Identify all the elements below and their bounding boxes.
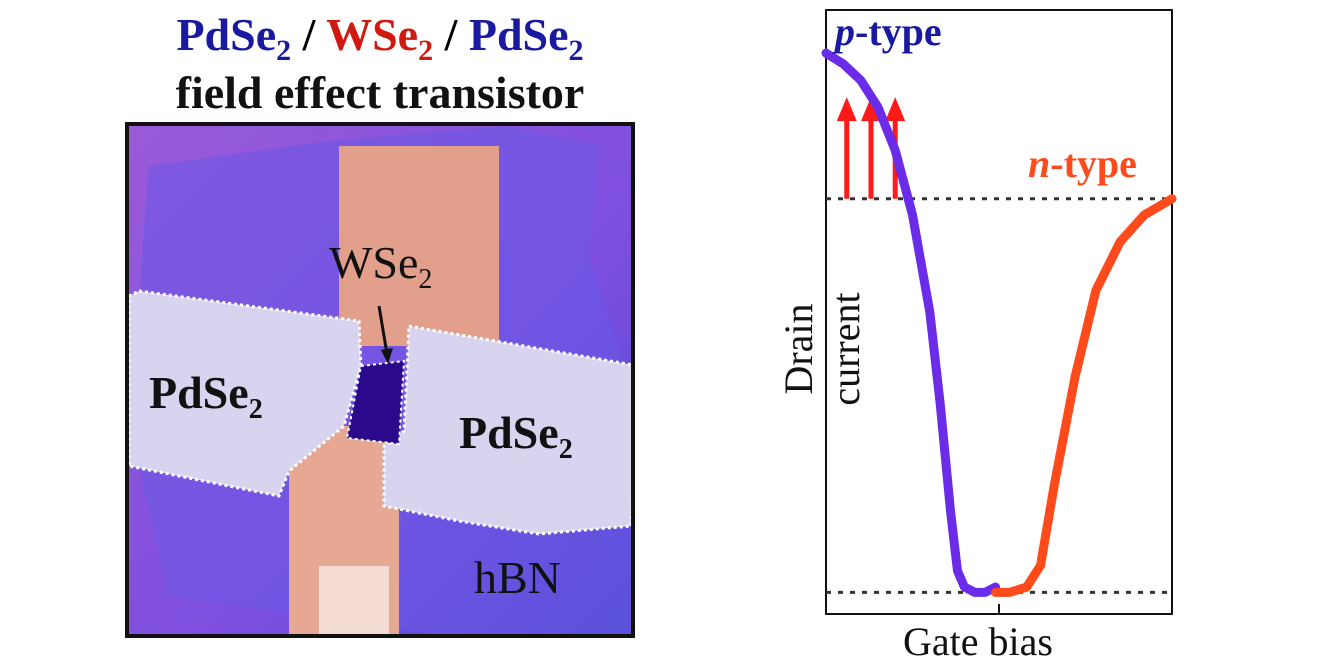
- label-hbn: hBN: [474, 552, 561, 603]
- x-axis-label: Gate bias: [903, 619, 1053, 664]
- increase-arrowhead-3: [885, 97, 906, 122]
- micrograph-drawing: [129, 126, 631, 634]
- n-type-label: n-type: [1028, 141, 1137, 186]
- transfer-characteristic-chart: Drain current Gate bias p-type n-type: [760, 0, 1200, 672]
- figure-title-line2: field effect transistor: [175, 67, 585, 118]
- y-axis-label: Drain current: [776, 292, 868, 406]
- p-type-curve: [821, 48, 1001, 597]
- title-wse2: WSe2: [326, 9, 434, 67]
- increase-arrowhead-2: [860, 97, 881, 122]
- title-pdse2-a: PdSe2: [176, 9, 292, 67]
- pointer-arrow: [377, 305, 389, 355]
- pointer-arrow-head: [381, 348, 393, 364]
- n-type-curve: [991, 194, 1177, 597]
- wse2-flake: [339, 146, 499, 346]
- device-micrograph: WSe2 PdSe2 PdSe2 hBN: [125, 122, 635, 638]
- chart-canvas: [821, 9, 1177, 615]
- label-wse2: WSe2: [329, 237, 433, 295]
- label-pdse2-left: PdSe2: [149, 367, 263, 425]
- title-pdse2-b: PdSe2: [468, 9, 584, 67]
- wse2-channel: [345, 359, 406, 446]
- figure-title-line1: PdSe2 / WSe2 / PdSe2: [110, 8, 650, 67]
- increase-arrowhead-1: [836, 97, 857, 122]
- bottom-lead: [319, 566, 389, 634]
- title-separator: /: [291, 9, 327, 60]
- label-pdse2-right: PdSe2: [459, 407, 573, 465]
- pdse2-left-flake: [129, 289, 363, 498]
- title-separator: /: [433, 9, 469, 60]
- p-type-label: p-type: [835, 9, 942, 54]
